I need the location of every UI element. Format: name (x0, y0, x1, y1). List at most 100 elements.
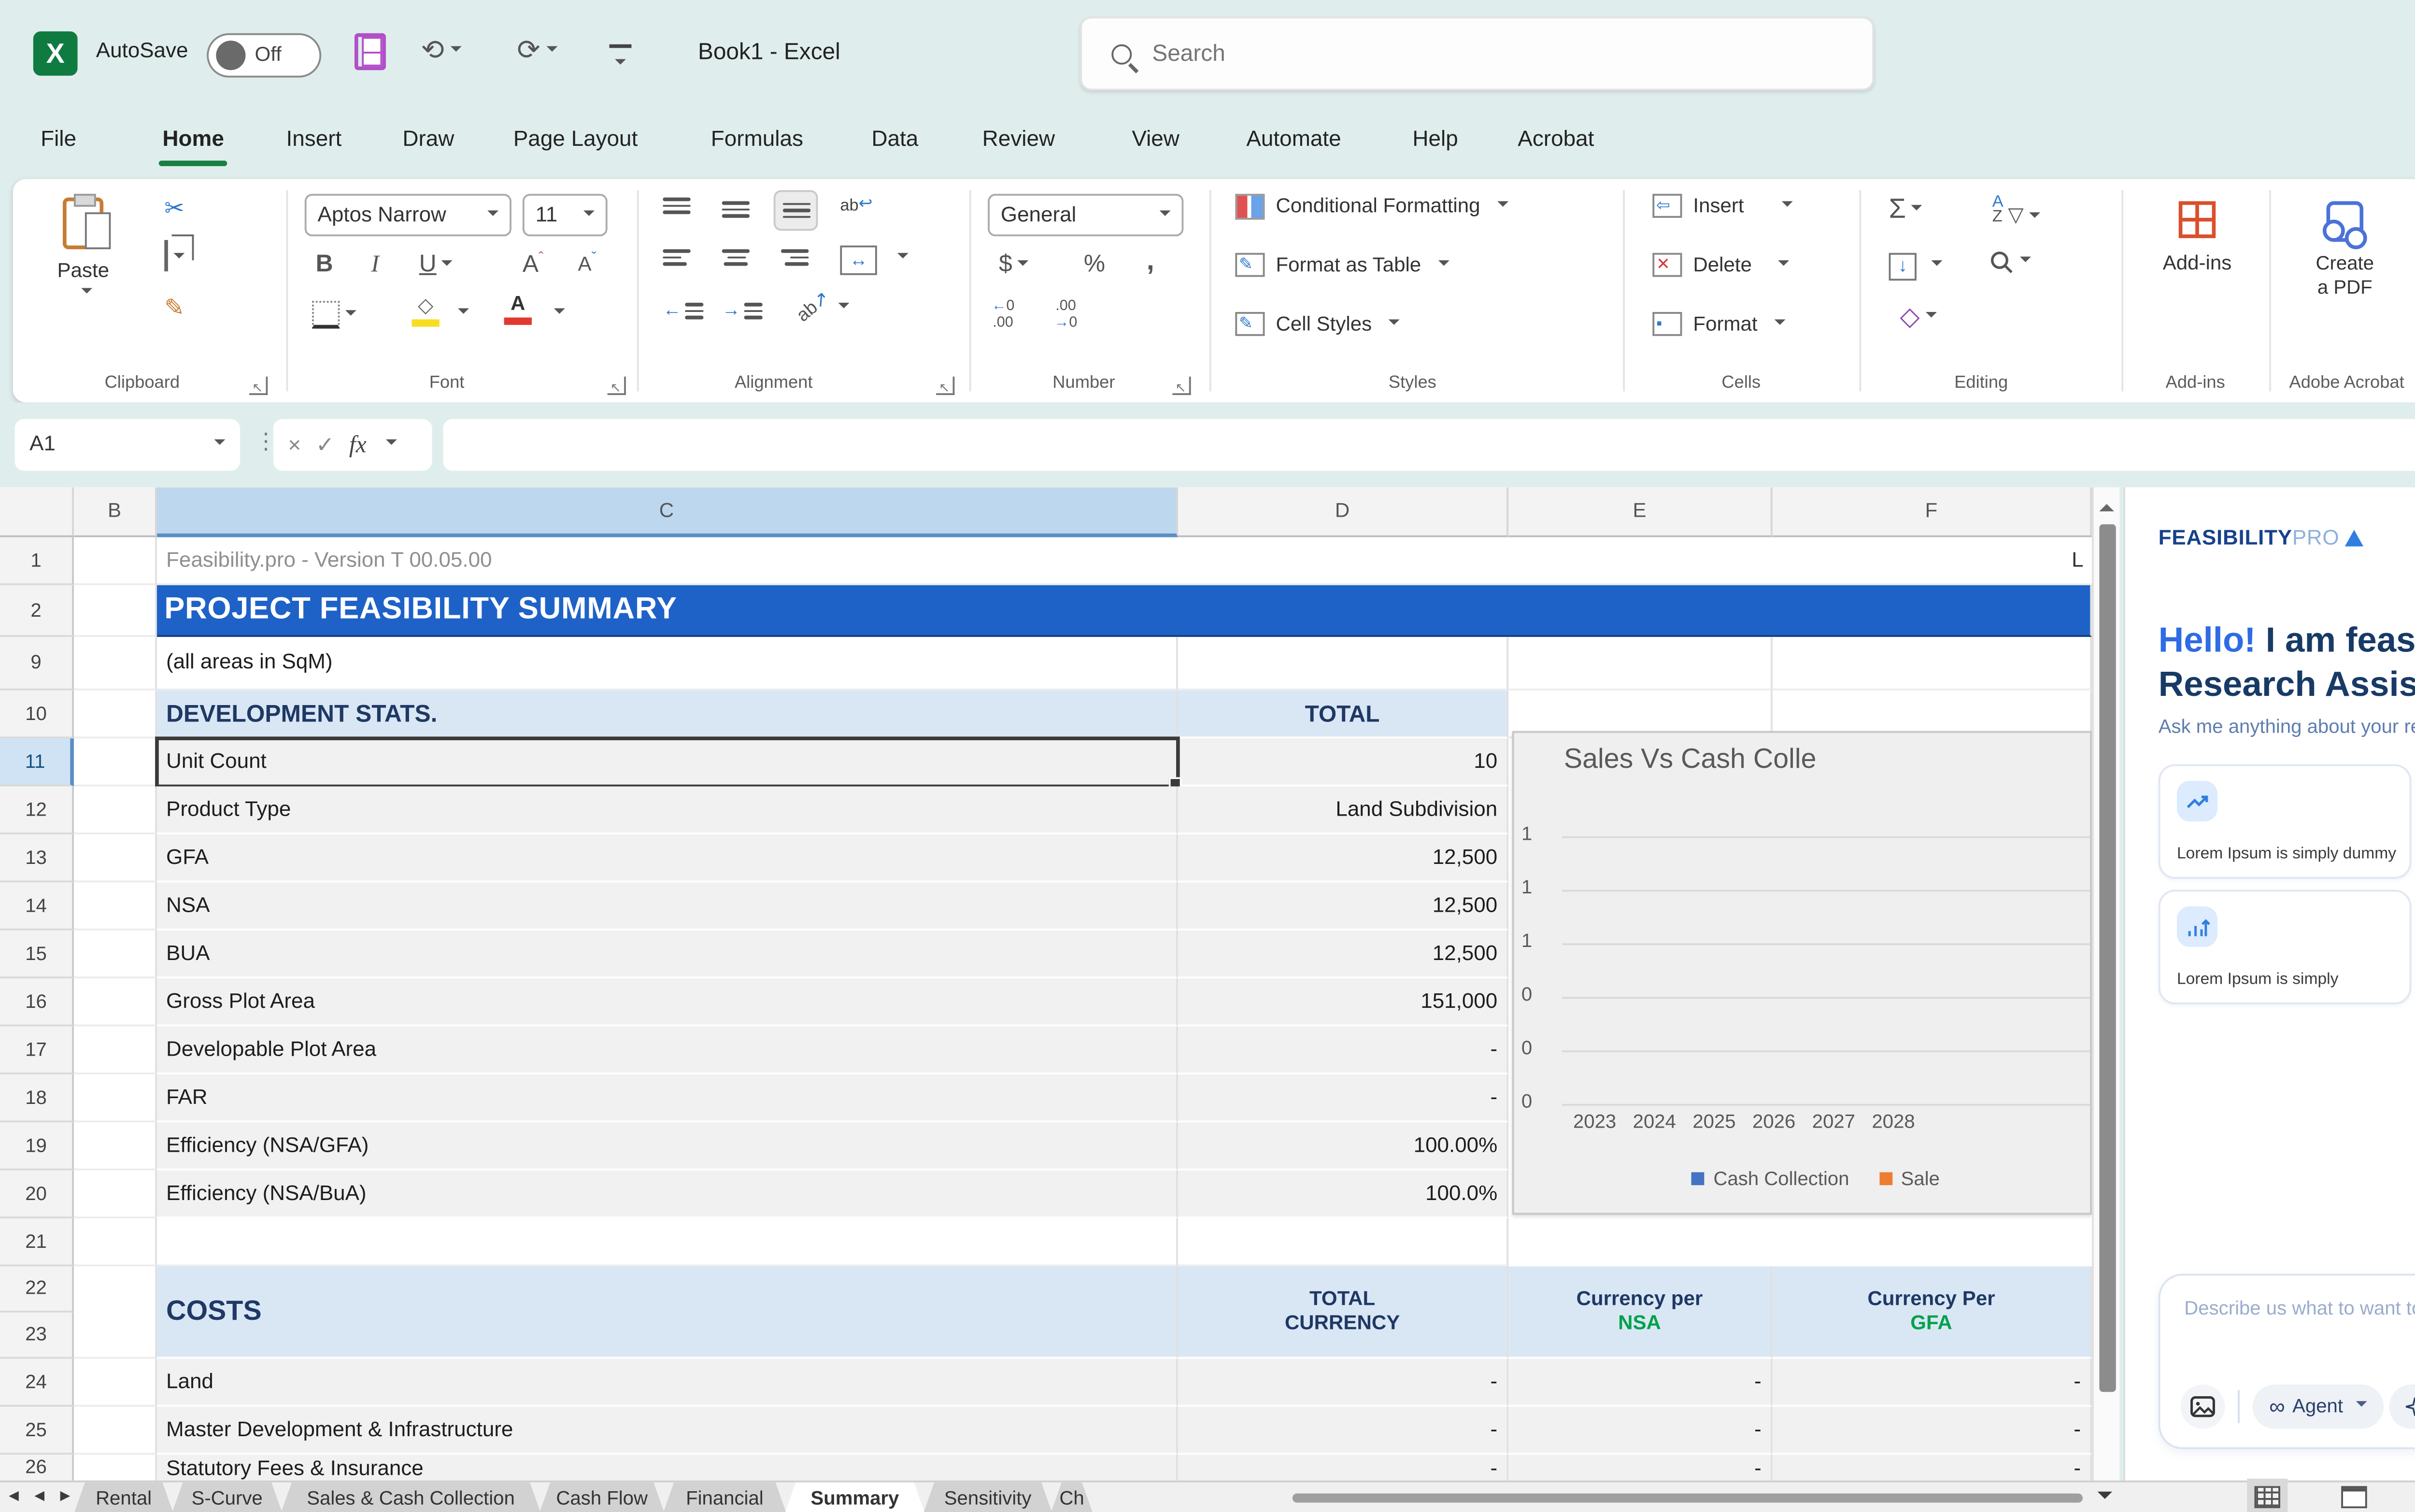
cell-f24[interactable]: - (1772, 1358, 2092, 1407)
cell-b14[interactable] (73, 882, 157, 931)
scroll-down-icon[interactable] (2097, 1491, 2113, 1507)
cell-b22[interactable] (73, 1266, 157, 1359)
cell-d20[interactable]: 100.0% (1178, 1170, 1509, 1218)
align-middle-icon[interactable] (722, 201, 750, 218)
cell-b19[interactable] (73, 1122, 157, 1171)
fill-dropdown-icon[interactable] (1926, 260, 1943, 271)
row-header-22[interactable]: 22 (0, 1266, 74, 1313)
cell-b11[interactable] (73, 738, 157, 787)
undo-icon[interactable]: ⟲ (421, 33, 461, 67)
cell-e26[interactable]: - (1508, 1455, 1773, 1481)
align-right-icon[interactable] (781, 249, 809, 266)
sheet-tab-sensitivity[interactable]: Sensitivity (923, 1483, 1052, 1512)
cell-c13[interactable]: GFA (156, 834, 1178, 883)
create-pdf-button[interactable]: Create a PDF (2280, 201, 2410, 301)
bold-button[interactable]: B (315, 249, 333, 277)
cell-d12[interactable]: Land Subdivision (1178, 786, 1509, 834)
row-header-25[interactable]: 25 (0, 1406, 74, 1455)
cell-b1[interactable] (73, 537, 157, 585)
cell-e9[interactable] (1508, 636, 1773, 691)
insert-cells-button[interactable]: ⇦ Insert (1652, 194, 1792, 218)
first-sheet-icon[interactable]: ◄ (5, 1486, 22, 1505)
format-as-table-button[interactable]: ✎ Format as Table (1235, 253, 1449, 277)
cell-c24[interactable]: Land (156, 1358, 1178, 1407)
find-select-icon[interactable] (1989, 249, 2031, 275)
cell-b18[interactable] (73, 1074, 157, 1123)
suggestion-card-1[interactable]: Lorem Ipsum is simply dummy (2158, 764, 2412, 879)
cell-d13[interactable]: 12,500 (1178, 834, 1509, 883)
cell-c9[interactable]: (all areas in SqM) (156, 636, 1178, 691)
fill-color-dropdown-icon[interactable] (453, 308, 469, 319)
row-header-2[interactable]: 2 (0, 585, 74, 637)
delete-cells-button[interactable]: ✕ Delete (1652, 253, 1789, 277)
row-header-19[interactable]: 19 (0, 1122, 74, 1171)
font-color-dropdown-icon[interactable] (548, 308, 565, 319)
sheet-tab-rental[interactable]: Rental (74, 1483, 173, 1512)
row-header-21[interactable]: 21 (0, 1218, 74, 1267)
auto-mode-select[interactable]: Auto (2389, 1385, 2415, 1429)
wrap-text-icon[interactable]: ab ↩ (840, 194, 873, 213)
costs-header[interactable]: COSTS (156, 1266, 1178, 1359)
tab-automate[interactable]: Automate (1246, 125, 1341, 152)
underline-button[interactable]: U (419, 249, 454, 277)
row-header-13[interactable]: 13 (0, 834, 74, 883)
font-size-select[interactable]: 11 (522, 194, 608, 237)
column-header-b[interactable]: B (73, 487, 157, 537)
attach-image-button[interactable] (2180, 1385, 2225, 1429)
merge-center-icon[interactable]: ↔ (840, 245, 877, 275)
agent-mode-select[interactable]: ∞ Agent (2252, 1385, 2384, 1429)
autosave-toggle[interactable]: Off (207, 33, 322, 78)
cell-b13[interactable] (73, 834, 157, 883)
row-header-15[interactable]: 15 (0, 930, 74, 979)
row-header-16[interactable]: 16 (0, 978, 74, 1027)
cell-styles-button[interactable]: ✎ Cell Styles (1235, 312, 1400, 336)
cell-c18[interactable]: FAR (156, 1074, 1178, 1123)
cell-b17[interactable] (73, 1026, 157, 1074)
page-layout-view-icon[interactable] (2341, 1486, 2367, 1509)
name-box[interactable]: A1 (14, 419, 240, 471)
cell-d24[interactable]: - (1178, 1358, 1509, 1407)
copy-icon[interactable] (164, 240, 185, 271)
scroll-up-icon[interactable] (2099, 496, 2114, 511)
cell-d16[interactable]: 151,000 (1178, 978, 1509, 1027)
align-center-icon[interactable] (722, 249, 750, 266)
cell-b21[interactable] (73, 1218, 157, 1267)
increase-decimal-icon[interactable]: ←0.00 (991, 297, 1015, 331)
row-header-17[interactable]: 17 (0, 1026, 74, 1074)
redo-icon[interactable]: ⟳ (517, 33, 557, 67)
font-color-icon[interactable]: A (504, 294, 532, 325)
excel-app-icon[interactable]: X (33, 31, 78, 76)
assistant-input-card[interactable]: Describe us what to want to know ∞Agent … (2158, 1273, 2415, 1449)
increase-indent-icon[interactable]: → (722, 301, 763, 321)
total-header[interactable]: TOTAL (1178, 690, 1509, 739)
cell-e24[interactable]: - (1508, 1358, 1773, 1407)
conditional-formatting-button[interactable]: Conditional Formatting (1235, 194, 1508, 220)
italic-button[interactable]: I (371, 249, 379, 277)
align-bottom-icon[interactable] (773, 190, 818, 231)
cell-d25[interactable]: - (1178, 1406, 1509, 1455)
cell-b24[interactable] (73, 1358, 157, 1407)
cell-d19[interactable]: 100.00% (1178, 1122, 1509, 1171)
tab-home[interactable]: Home (158, 125, 228, 167)
cell-c17[interactable]: Developable Plot Area (156, 1026, 1178, 1074)
accounting-format-icon[interactable]: $ (999, 249, 1029, 277)
normal-view-icon[interactable] (2247, 1478, 2288, 1512)
row-header-20[interactable]: 20 (0, 1170, 74, 1218)
row-header-24[interactable]: 24 (0, 1358, 74, 1407)
cell-f26[interactable]: - (1772, 1455, 2092, 1481)
align-top-icon[interactable] (663, 198, 691, 214)
selected-cell-outline[interactable] (155, 736, 1182, 791)
cell-c25[interactable]: Master Development & Infrastructure (156, 1406, 1178, 1455)
tab-data[interactable]: Data (871, 125, 919, 152)
decrease-indent-icon[interactable]: ← (663, 301, 704, 321)
tab-draw[interactable]: Draw (402, 125, 455, 152)
vertical-scroll-thumb[interactable] (2099, 524, 2116, 1392)
currency-per-nsa-header[interactable]: Currency per NSA (1508, 1266, 1773, 1359)
cell-c14[interactable]: NSA (156, 882, 1178, 931)
decrease-decimal-icon[interactable]: .00 →0 (1054, 297, 1078, 331)
cut-icon[interactable]: ✂ (164, 194, 185, 222)
format-cells-button[interactable]: ▪ Format (1652, 312, 1785, 336)
project-summary-banner[interactable]: PROJECT FEASIBILITY SUMMARY (156, 585, 2092, 637)
cell-d9[interactable] (1178, 636, 1509, 691)
